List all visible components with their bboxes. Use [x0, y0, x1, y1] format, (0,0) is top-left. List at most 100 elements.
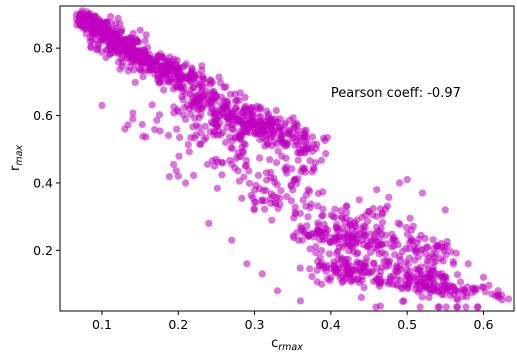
- data-point: [270, 174, 278, 182]
- data-point: [154, 52, 162, 60]
- data-point: [373, 212, 381, 220]
- data-point: [266, 156, 274, 164]
- data-point: [197, 110, 205, 119]
- data-point: [320, 134, 328, 142]
- x-tick-label: 0.5: [397, 317, 417, 332]
- data-point: [396, 253, 404, 261]
- data-point: [392, 281, 400, 289]
- data-point: [281, 138, 289, 147]
- data-point: [142, 31, 150, 39]
- data-point: [251, 198, 260, 207]
- data-point: [293, 122, 301, 130]
- data-point: [190, 171, 198, 179]
- data-point: [139, 73, 147, 81]
- data-point: [333, 249, 341, 257]
- data-point: [222, 102, 230, 111]
- data-point: [291, 203, 299, 211]
- data-point: [433, 242, 441, 250]
- data-point: [305, 232, 313, 240]
- data-point: [215, 73, 223, 81]
- data-point: [191, 97, 199, 105]
- data-point: [425, 293, 433, 302]
- data-point: [291, 141, 299, 149]
- data-point: [219, 159, 227, 167]
- data-point: [192, 131, 200, 139]
- data-point: [201, 122, 209, 130]
- data-point: [388, 236, 396, 244]
- data-point: [312, 159, 320, 167]
- data-point: [218, 171, 226, 179]
- data-point: [241, 93, 249, 101]
- data-point: [373, 237, 381, 245]
- data-point: [273, 193, 281, 201]
- data-point: [310, 165, 318, 174]
- data-point: [349, 248, 358, 256]
- data-point: [473, 303, 481, 311]
- data-point: [231, 90, 239, 98]
- data-point: [210, 162, 219, 170]
- data-point: [153, 62, 161, 70]
- data-point: [291, 210, 300, 218]
- y-tick-label: 0.8: [33, 41, 53, 56]
- data-point: [240, 105, 248, 113]
- data-point: [355, 196, 363, 204]
- data-point: [320, 220, 328, 229]
- data-point: [369, 259, 378, 267]
- x-axis-label: crmax: [271, 336, 303, 353]
- y-tick-label: 0.2: [33, 243, 53, 258]
- data-point: [276, 127, 284, 135]
- data-point: [351, 238, 360, 246]
- data-point: [418, 189, 426, 197]
- data-point: [182, 115, 190, 123]
- data-point: [288, 165, 296, 173]
- data-point: [452, 249, 460, 257]
- data-point: [396, 262, 404, 270]
- data-point: [296, 149, 304, 157]
- data-point: [345, 240, 353, 248]
- data-point: [358, 224, 366, 232]
- data-point: [146, 65, 154, 74]
- data-point: [155, 111, 164, 119]
- data-point: [235, 177, 244, 185]
- data-point: [287, 182, 295, 190]
- data-point: [180, 104, 188, 112]
- data-point: [266, 134, 274, 142]
- data-point: [418, 293, 426, 301]
- data-point: [293, 179, 301, 187]
- data-point: [298, 236, 306, 244]
- data-point: [301, 164, 309, 172]
- data-point: [400, 297, 408, 305]
- data-point: [272, 107, 280, 115]
- data-point: [249, 108, 257, 116]
- data-point: [256, 154, 264, 162]
- data-point: [200, 92, 208, 100]
- data-point: [286, 116, 294, 124]
- data-point: [334, 255, 342, 263]
- data-point: [114, 14, 122, 22]
- data-point: [364, 268, 372, 276]
- data-point: [195, 123, 203, 131]
- data-point: [129, 109, 137, 117]
- data-point: [198, 105, 206, 113]
- data-point: [404, 283, 412, 291]
- data-point: [226, 133, 234, 141]
- data-point: [184, 75, 192, 83]
- data-point: [154, 73, 162, 81]
- data-point: [176, 76, 185, 84]
- data-point: [317, 156, 325, 164]
- data-point: [181, 89, 190, 98]
- data-point: [439, 273, 447, 281]
- pearson-annotation: Pearson coeff: -0.97: [331, 86, 461, 101]
- data-point: [251, 130, 259, 138]
- data-point: [165, 173, 173, 181]
- data-point: [406, 239, 414, 247]
- data-point: [372, 303, 380, 311]
- data-point: [216, 112, 224, 121]
- data-point: [153, 116, 161, 124]
- data-point: [402, 271, 410, 279]
- data-point: [228, 236, 236, 244]
- data-point: [505, 295, 513, 303]
- data-point: [241, 141, 249, 149]
- data-point: [344, 270, 353, 278]
- data-point: [237, 152, 245, 161]
